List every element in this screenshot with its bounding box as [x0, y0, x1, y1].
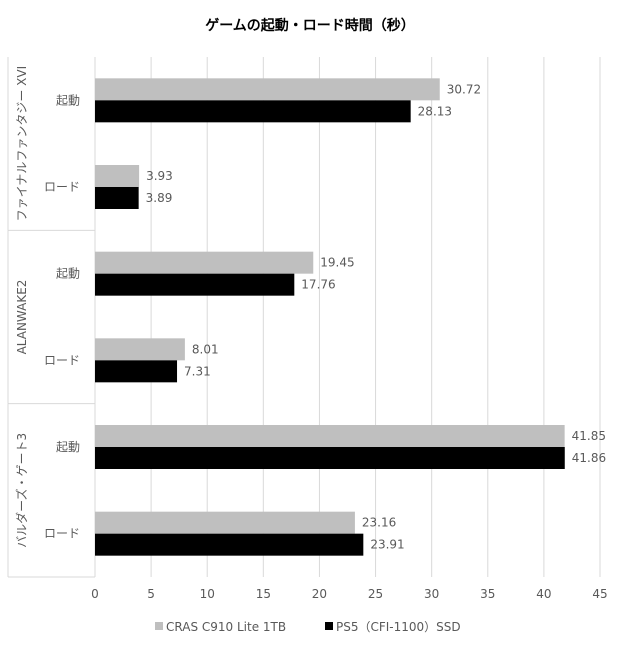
data-label: 7.31: [184, 364, 211, 378]
x-tick-label: 20: [312, 587, 327, 601]
x-tick-label: 25: [368, 587, 383, 601]
legend-label: CRAS C910 Lite 1TB: [166, 620, 286, 634]
data-label: 8.01: [192, 342, 219, 356]
data-label: 17.76: [301, 278, 335, 292]
bar-ps5: [95, 533, 364, 556]
data-label: 23.91: [370, 538, 404, 552]
data-label: 19.45: [320, 256, 354, 270]
category-label: ロード: [44, 353, 80, 367]
chart-title: ゲームの起動・ロード時間（秒）: [205, 17, 415, 34]
group-label: バルダーズ・ゲート3: [14, 433, 29, 548]
bar-cras: [95, 165, 140, 187]
category-label: ロード: [44, 527, 80, 541]
x-tick-label: 5: [147, 587, 155, 601]
x-tick-label: 15: [256, 587, 271, 601]
data-label: 23.16: [362, 516, 396, 530]
category-label: 起動: [56, 440, 80, 454]
x-tick-label: 30: [424, 587, 439, 601]
bar-cras: [95, 78, 440, 101]
bar-cras: [95, 251, 314, 274]
bar-ps5: [95, 360, 178, 383]
legend-swatch: [155, 622, 163, 630]
data-label: 30.72: [447, 82, 481, 96]
category-label: 起動: [56, 93, 80, 107]
data-label: 41.86: [572, 451, 606, 465]
bar-cras: [95, 338, 185, 361]
x-tick-label: 0: [91, 587, 99, 601]
bar-ps5: [95, 187, 139, 209]
x-tick-label: 10: [200, 587, 215, 601]
group-label: ファイナルファンタジー XVI: [15, 66, 29, 222]
legend-swatch: [325, 622, 333, 630]
bar-cras: [95, 425, 565, 447]
category-label: 起動: [56, 267, 80, 281]
bar-ps5: [95, 447, 565, 469]
x-tick-label: 40: [536, 587, 551, 601]
bar-ps5: [95, 100, 411, 123]
data-label: 3.89: [146, 191, 173, 205]
bar-cras: [95, 511, 355, 534]
group-label: ALANWAKE2: [15, 280, 29, 355]
bar-ps5: [95, 273, 295, 296]
data-label: 41.85: [572, 429, 606, 443]
category-label: ロード: [44, 180, 80, 194]
legend-label: PS5（CFI-1100）SSD: [336, 620, 461, 634]
x-tick-label: 35: [480, 587, 495, 601]
data-label: 28.13: [418, 104, 452, 118]
x-tick-label: 45: [592, 587, 607, 601]
data-label: 3.93: [146, 169, 173, 183]
